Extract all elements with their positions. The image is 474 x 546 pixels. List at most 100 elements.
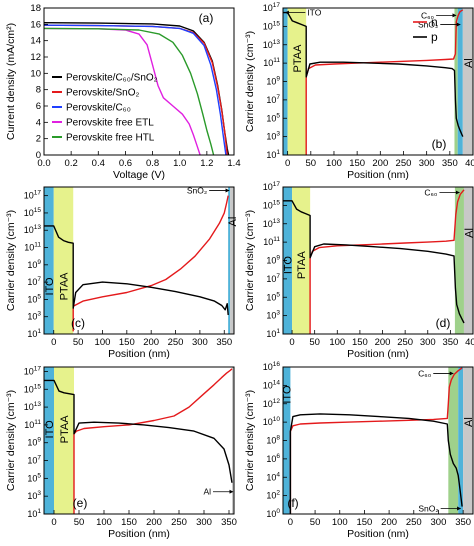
y-tick-label: 2: [36, 134, 41, 145]
y-tick-label: 1017: [263, 2, 281, 13]
panel-label: (e): [73, 496, 88, 510]
region-label: Al: [463, 417, 474, 427]
y-tick-label: 1011: [24, 242, 41, 253]
x-tick-label: 1.0: [173, 158, 186, 169]
x-tick-label: 250: [168, 337, 184, 348]
y-tick-label: 0: [36, 150, 41, 161]
y-tick-label: 100: [266, 508, 280, 519]
x-tick-label: 100: [96, 517, 112, 528]
region-c-2: [228, 187, 231, 334]
x-tick-label: 300: [431, 517, 447, 528]
panel-a: 0.0 0.2 0.4 0.6 0.8 1.0 1.2 1.4 0 2 4 6 8 10 12 14 16 18 V…: [5, 3, 241, 181]
y-tick-label: 105: [27, 293, 41, 304]
region-label: SnO₂: [418, 503, 438, 513]
legend-label: n: [431, 15, 438, 29]
x-tick-label: 150: [349, 158, 365, 169]
legend-label: p: [431, 30, 438, 44]
x-tick-label: 100: [329, 337, 345, 348]
region-label: SnO₂: [187, 185, 207, 195]
series-line-f-0: [289, 367, 463, 514]
plot-frame-f: [282, 366, 474, 515]
x-tick-label: 1.2: [200, 158, 213, 169]
x-tick-label: 150: [119, 337, 135, 348]
region-label: ITO: [44, 420, 56, 439]
y-tick-label: 1015: [263, 20, 281, 31]
region-b-3: [457, 8, 463, 155]
series-line-d-0: [309, 189, 465, 334]
x-tick-label: 300: [420, 337, 436, 348]
y-tick-label: 103: [266, 310, 280, 321]
y-tick-label: 1017: [24, 365, 42, 376]
series-line-f-1: [289, 413, 463, 514]
x-tick-label: 0: [288, 517, 293, 528]
region-label: PTAA: [58, 272, 70, 301]
x-tick-label: 250: [171, 517, 187, 528]
legend-label: Perovskite free ETL: [66, 118, 154, 129]
x-tick-label: 50: [306, 158, 317, 169]
y-tick-label: 107: [266, 94, 280, 105]
region-label: PTAA: [59, 415, 71, 444]
legend-label: Perovskite/C₆₀: [66, 103, 131, 114]
y-tick-label: 109: [266, 76, 280, 87]
series-line-a-2: [44, 24, 227, 155]
y-tick-label: 104: [266, 471, 280, 482]
region-label: PTAA: [292, 44, 304, 73]
legend-label: Perovskite/C₆₀/SnO₂: [66, 73, 158, 84]
y-axis-label: Carrier density (cm⁻³): [244, 210, 256, 311]
panel-label: (c): [71, 316, 85, 330]
y-tick-label: 1017: [263, 181, 281, 192]
x-tick-label: 0.4: [92, 158, 105, 169]
plot-frame-c: [43, 186, 235, 335]
y-tick-label: 101: [266, 149, 280, 160]
y-tick-label: 1013: [263, 218, 281, 229]
y-tick-label: 1013: [24, 401, 42, 412]
y-tick-label: 1010: [263, 416, 281, 427]
region-label: ITO: [282, 385, 294, 404]
y-tick-label: 1017: [24, 190, 42, 201]
panel-e: 0 50 100 150 200 250 300 350 101 103 105 107 109 1011…: [5, 365, 237, 540]
x-tick-label: 350: [442, 337, 458, 348]
plot-frame-b: [282, 7, 474, 156]
y-tick-label: 1015: [24, 207, 42, 218]
x-tick-label: 100: [95, 337, 111, 348]
x-tick-label: 250: [396, 158, 412, 169]
x-tick-label: 100: [326, 158, 342, 169]
x-axis-label: Position (nm): [347, 169, 409, 181]
region-d-0: [283, 187, 293, 334]
y-tick-label: 109: [27, 437, 41, 448]
y-axis-label: Carrier density (cm⁻³): [5, 390, 17, 491]
x-tick-label: 0: [289, 337, 294, 348]
y-tick-label: 101: [266, 328, 280, 339]
x-tick-label: 0.6: [119, 158, 132, 169]
series-line-c-1: [44, 225, 229, 316]
x-tick-label: 200: [146, 517, 162, 528]
y-tick-label: 105: [27, 472, 41, 483]
y-tick-label: 12: [30, 52, 41, 63]
region-c-3: [230, 187, 234, 334]
x-axis-label: Position (nm): [108, 348, 170, 360]
x-axis-label: Voltage (V): [113, 169, 165, 181]
y-tick-label: 1011: [24, 419, 41, 430]
y-tick-label: 1011: [263, 236, 280, 247]
region-label: C₆₀: [418, 368, 432, 378]
region-d-1: [292, 187, 311, 334]
region-e-0: [44, 367, 54, 514]
y-tick-label: 6: [36, 101, 41, 112]
x-tick-label: 200: [375, 337, 391, 348]
panel-f: 0 50 100 150 200 250 300 350 100 102 104 106 108 1010…: [244, 361, 474, 540]
y-tick-label: 1013: [263, 39, 281, 50]
y-tick-label: 1014: [263, 379, 281, 390]
x-tick-label: 100: [332, 517, 348, 528]
y-tick-label: 1015: [263, 199, 281, 210]
series-line-c-0: [72, 195, 229, 332]
y-tick-label: 1013: [24, 224, 42, 235]
y-tick-label: 4: [36, 117, 41, 128]
y-axis-label: Current density (mA/cm²): [5, 23, 17, 140]
y-tick-label: 103: [27, 311, 41, 322]
panel-d: 0 50 100 150 200 250 300 350 400 101 103 105 107 109 1…: [244, 181, 474, 360]
y-tick-label: 107: [27, 276, 41, 287]
x-tick-label: 250: [397, 337, 413, 348]
region-d-3: [463, 187, 473, 334]
y-tick-label: 105: [266, 112, 280, 123]
y-tick-label: 1016: [263, 361, 281, 372]
